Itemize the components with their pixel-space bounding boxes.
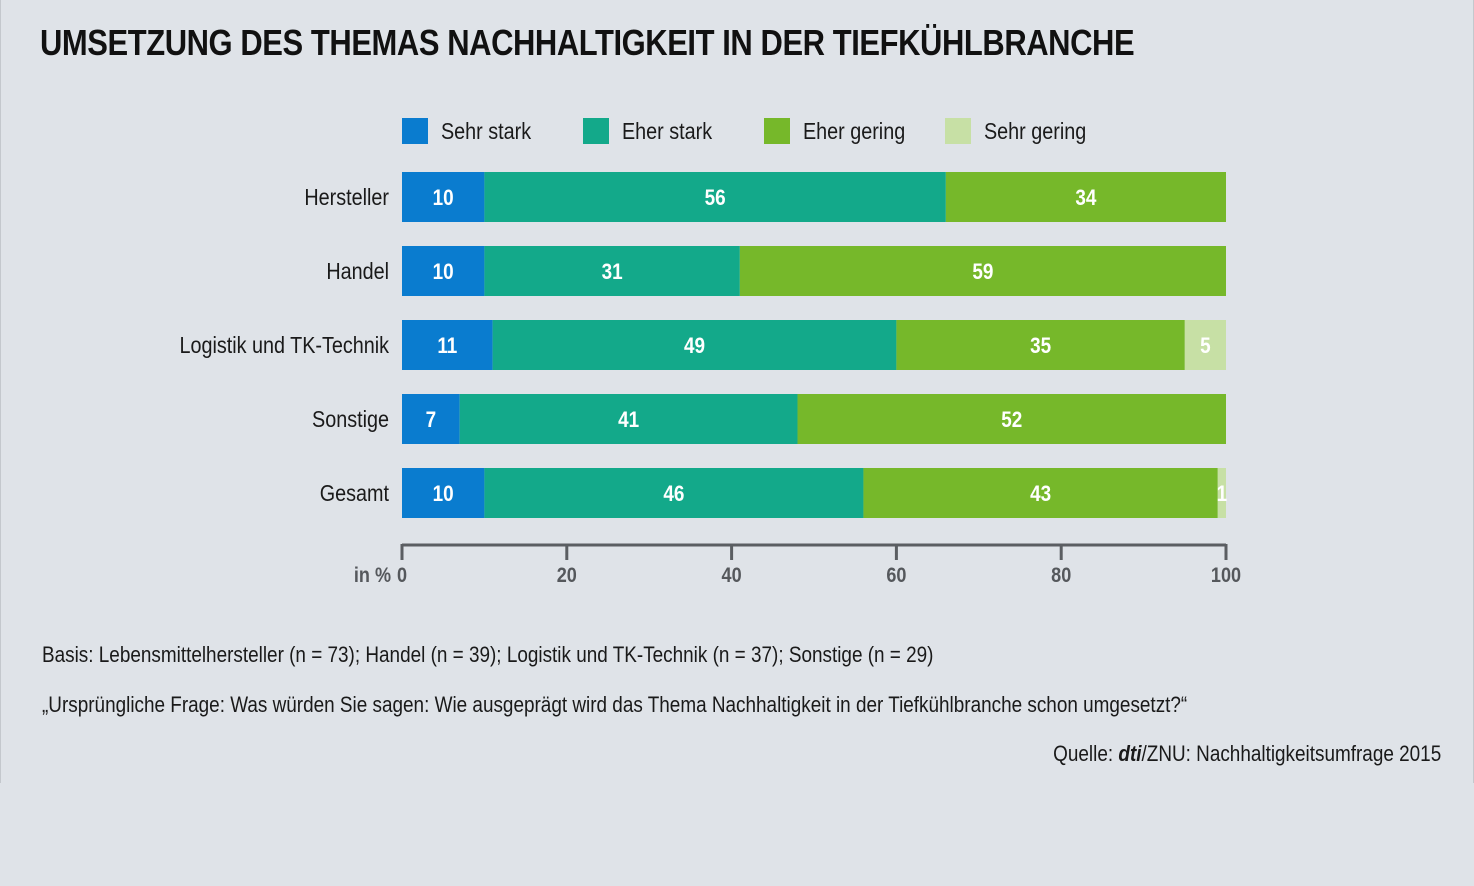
data-label-sonstige-eher-stark: 41 xyxy=(618,408,639,433)
data-label-handel-sehr-stark: 10 xyxy=(433,260,454,285)
bar-gesamt-sehr-gering xyxy=(1217,468,1226,518)
legend-swatch-eher-stark xyxy=(583,118,609,144)
legend-label-eher-stark: Eher stark xyxy=(622,119,712,145)
bar-logistik-und-tk-technik-eher-gering xyxy=(896,320,1185,370)
bar-gesamt-sehr-stark xyxy=(402,468,485,518)
source-prefix: Quelle: xyxy=(1052,741,1119,766)
basis-note: Basis: Lebensmittelhersteller (n = 73); … xyxy=(42,642,934,667)
legend-label-eher-gering: Eher gering xyxy=(803,119,905,145)
bar-hersteller-eher-stark xyxy=(484,172,946,222)
category-label-gesamt: Gesamt xyxy=(320,481,389,507)
data-label-logistik-und-tk-technik-sehr-gering: 5 xyxy=(1200,334,1211,359)
data-label-gesamt-sehr-stark: 10 xyxy=(433,482,454,507)
x-tick-label-20: 20 xyxy=(557,564,577,588)
bar-logistik-und-tk-technik-sehr-gering xyxy=(1184,320,1226,370)
bar-handel-sehr-stark xyxy=(402,246,485,296)
bar-gesamt-eher-gering xyxy=(863,468,1218,518)
category-label-logistik-und-tk-technik: Logistik und TK-Technik xyxy=(179,333,389,359)
legend-swatch-sehr-stark xyxy=(402,118,428,144)
bar-sonstige-eher-stark xyxy=(459,394,798,444)
bar-logistik-und-tk-technik-sehr-stark xyxy=(402,320,493,370)
data-label-gesamt-eher-gering: 43 xyxy=(1030,482,1051,507)
x-tick-label-40: 40 xyxy=(722,564,742,588)
data-label-gesamt-eher-stark: 46 xyxy=(663,482,684,507)
legend-swatch-sehr-gering xyxy=(945,118,971,144)
data-label-hersteller-eher-stark: 56 xyxy=(705,186,726,211)
data-label-sonstige-eher-gering: 52 xyxy=(1001,408,1022,433)
bar-hersteller-sehr-stark xyxy=(402,172,485,222)
legend-swatch-eher-gering xyxy=(764,118,790,144)
bar-hersteller-eher-gering xyxy=(945,172,1226,222)
bar-gesamt-eher-stark xyxy=(484,468,864,518)
data-label-handel-eher-stark: 31 xyxy=(602,260,623,285)
legend-label-sehr-stark: Sehr stark xyxy=(441,119,531,145)
bar-sonstige-eher-gering xyxy=(797,394,1226,444)
source-suffix: /ZNU: Nachhaltigkeitsumfrage 2015 xyxy=(1141,741,1441,766)
x-axis-label: in % xyxy=(354,564,391,588)
data-label-hersteller-eher-gering: 34 xyxy=(1075,186,1097,211)
stacked-bar-chart: Sehr stark Eher stark Eher gering Sehr geri… xyxy=(179,118,1241,588)
bar-handel-eher-stark xyxy=(484,246,740,296)
data-label-gesamt-sehr-gering: 1 xyxy=(1217,482,1228,507)
x-tick-label-60: 60 xyxy=(886,564,906,588)
bar-sonstige-sehr-stark xyxy=(402,394,460,444)
category-label-hersteller: Hersteller xyxy=(304,185,389,211)
category-label-sonstige: Sonstige xyxy=(312,407,389,433)
data-label-logistik-und-tk-technik-sehr-stark: 11 xyxy=(437,334,457,359)
source-note: Quelle: dti/ZNU: Nachhaltigkeitsumfrage … xyxy=(1053,741,1441,767)
chart-title: UMSETZUNG DES THEMAS NACHHALTIGKEIT IN D… xyxy=(40,22,1135,63)
x-tick-label-80: 80 xyxy=(1051,564,1071,588)
data-label-logistik-und-tk-technik-eher-stark: 49 xyxy=(684,334,705,359)
data-label-sonstige-sehr-stark: 7 xyxy=(426,408,437,433)
data-label-hersteller-sehr-stark: 10 xyxy=(433,186,454,211)
x-tick-label-100: 100 xyxy=(1211,564,1241,588)
bar-handel-eher-gering xyxy=(739,246,1226,296)
x-tick-label-0: 0 xyxy=(397,564,407,588)
category-label-handel: Handel xyxy=(326,259,389,285)
data-label-logistik-und-tk-technik-eher-gering: 35 xyxy=(1030,334,1051,359)
question-note: „Ursprüngliche Frage: Was würden Sie sag… xyxy=(42,692,1188,717)
legend-label-sehr-gering: Sehr gering xyxy=(984,119,1086,145)
source-brand: dti xyxy=(1118,741,1142,766)
bar-logistik-und-tk-technik-eher-stark xyxy=(492,320,897,370)
data-label-handel-eher-gering: 59 xyxy=(972,260,993,285)
